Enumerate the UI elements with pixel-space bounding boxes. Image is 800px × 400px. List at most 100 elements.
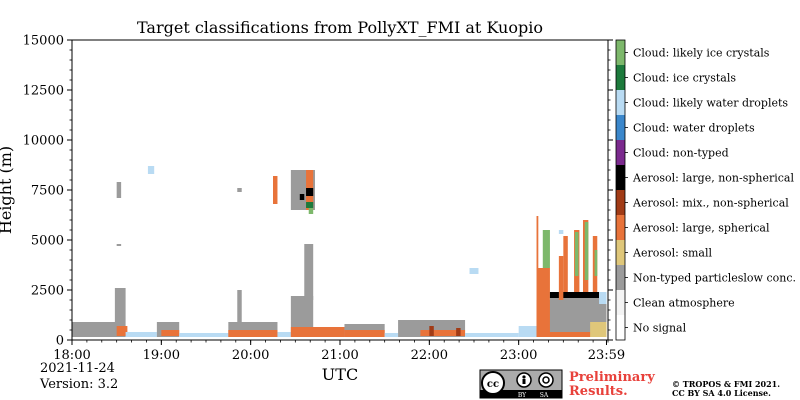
- y-tick-label: 10000: [23, 134, 64, 149]
- legend-label: Cloud: likely water droplets: [633, 97, 788, 110]
- legend-label: Non-typed particleslow conc.: [633, 272, 796, 285]
- legend-label: Aerosol: large, spherical: [632, 222, 770, 235]
- legend-swatch: [616, 290, 625, 315]
- legend-label: Cloud: ice crystals: [633, 72, 736, 85]
- class-region-10: [306, 202, 314, 208]
- class-region-4: [563, 236, 568, 292]
- cc-logo-text: cc: [487, 379, 499, 390]
- chart-title: Target classifications from PollyXT_FMI …: [137, 18, 543, 37]
- class-region-6: [299, 194, 305, 200]
- x-axis: 18:00 19:00 20:00 21:00 22:00 23:00 23:59: [53, 340, 625, 363]
- legend-label: Aerosol: large, non-spherical: [632, 172, 794, 185]
- legend-label: Cloud: likely ice crystals: [633, 47, 770, 60]
- plot-frame: [71, 39, 609, 341]
- y-axis-label: Height (m): [0, 146, 15, 234]
- legend-frame: [615, 39, 626, 341]
- class-region-6: [549, 292, 600, 298]
- legend-swatch: [616, 165, 625, 190]
- legend-label: Clean atmosphere: [633, 297, 735, 310]
- classification-regions: [72, 166, 607, 337]
- class-region-9: [147, 166, 155, 174]
- x-tick-label: 21:00: [321, 348, 358, 363]
- by-person-head-icon: [522, 375, 526, 379]
- class-region-4: [344, 330, 385, 337]
- by-person-body-icon: [522, 379, 526, 384]
- class-region-2: [237, 188, 242, 192]
- legend-swatch: [616, 265, 625, 290]
- by-text: BY: [518, 392, 527, 399]
- class-region-4: [228, 330, 278, 337]
- class-region-9: [384, 333, 399, 337]
- date-label: 2021-11-24: [40, 361, 115, 376]
- x-tick-label: 22:00: [411, 348, 448, 363]
- y-tick-label: 15000: [23, 34, 64, 49]
- legend-swatch: [616, 240, 625, 265]
- x-tick-label: 23:59: [588, 348, 625, 363]
- x-tick-label: 18:00: [53, 348, 90, 363]
- license-line: CC BY SA 4.0 License.: [672, 388, 771, 398]
- class-region-4: [536, 216, 539, 268]
- class-region-4: [273, 176, 278, 204]
- class-region-2: [72, 322, 117, 337]
- class-region-11: [308, 208, 314, 214]
- class-region-4: [420, 330, 466, 336]
- cc-logo-icon: [481, 371, 505, 395]
- class-region-5: [429, 326, 434, 336]
- class-region-2: [304, 244, 314, 300]
- class-region-4: [558, 256, 564, 300]
- class-region-9: [518, 326, 537, 337]
- class-region-3: [590, 322, 607, 337]
- class-region-9: [465, 333, 519, 337]
- legend-swatch: [616, 215, 625, 240]
- class-region-9: [599, 292, 607, 304]
- version-label: Version: 3.2: [39, 377, 118, 392]
- class-region-4: [161, 330, 180, 336]
- class-region-2: [116, 244, 122, 246]
- copyright-line: © TROPOS & FMI 2021.: [672, 379, 780, 389]
- legend: No signal Clean atmosphere Non-typed parti…: [615, 39, 796, 341]
- y-tick-label: 7500: [31, 184, 64, 199]
- class-region-4: [116, 326, 128, 336]
- y-tick-label: 5000: [31, 234, 64, 249]
- class-region-5: [456, 328, 461, 336]
- class-region-11: [574, 232, 579, 276]
- legend-label: Aerosol: small: [632, 247, 712, 260]
- class-region-2: [116, 182, 122, 198]
- x-tick-label: 19:00: [143, 348, 180, 363]
- legend-label: Aerosol: mix., non-spherical: [632, 197, 789, 210]
- x-tick-label: 23:00: [500, 348, 537, 363]
- results-label: Results.: [569, 384, 628, 399]
- class-region-2: [114, 288, 126, 337]
- y-tick-label: 12500: [23, 84, 64, 99]
- legend-swatch: [616, 40, 625, 65]
- class-region-4: [536, 268, 550, 337]
- legend-swatch: [616, 65, 625, 90]
- x-axis-label: UTC: [322, 365, 358, 384]
- legend-swatch: [616, 315, 625, 340]
- class-region-9: [277, 332, 291, 337]
- class-region-9: [179, 333, 229, 337]
- legend-label: No signal: [633, 322, 687, 335]
- class-region-11: [542, 230, 550, 268]
- class-region-9: [469, 268, 479, 274]
- license-badge: cc BY SA: [479, 369, 563, 399]
- y-axis: 0 2500 5000 7500 10000 12500 15000: [23, 34, 613, 349]
- preliminary-label: Preliminary: [569, 370, 655, 385]
- class-region-4: [290, 327, 345, 337]
- legend-swatch: [616, 140, 625, 165]
- sa-text: SA: [540, 392, 549, 399]
- class-region-9: [125, 332, 157, 337]
- y-tick-label: 2500: [31, 284, 64, 299]
- y-tick-label: 0: [56, 334, 64, 349]
- class-region-9: [558, 230, 564, 234]
- class-region-11: [584, 222, 589, 280]
- legend-label: Cloud: water droplets: [633, 122, 755, 135]
- legend-swatch: [616, 190, 625, 215]
- license-badge-strip: [480, 390, 562, 398]
- legend-swatch: [616, 90, 625, 115]
- legend-label: Cloud: non-typed: [633, 147, 729, 160]
- sa-arrow-inner-icon: [542, 376, 550, 384]
- sa-arrow-icon: [538, 372, 554, 388]
- class-region-2: [237, 290, 242, 322]
